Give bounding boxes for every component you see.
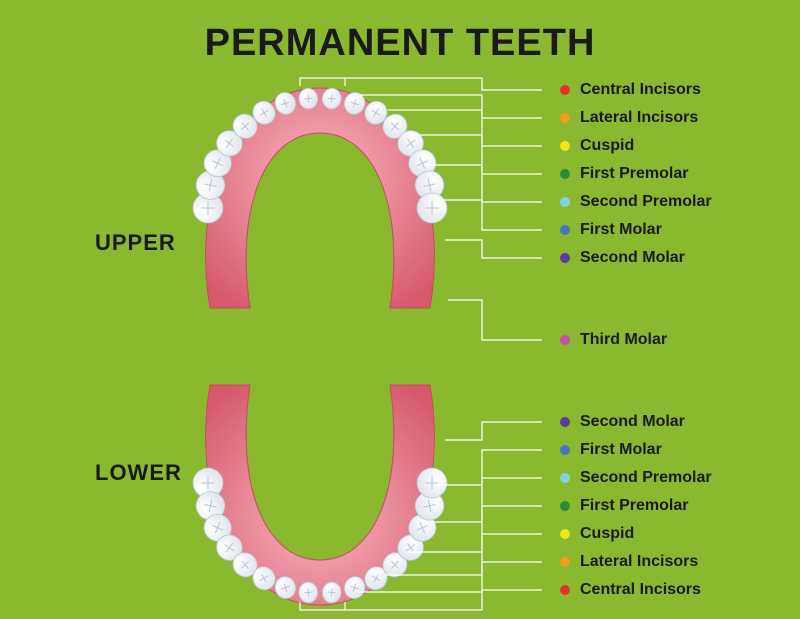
legend-item-lower-second-premolar: Second Premolar <box>560 469 712 487</box>
upper-jaw <box>180 78 460 338</box>
legend-label: Second Molar <box>580 413 685 431</box>
legend-item-lower-second-molar: Second Molar <box>560 413 685 431</box>
legend-dot <box>560 473 570 483</box>
legend-dot <box>560 141 570 151</box>
legend-dot <box>560 197 570 207</box>
legend-item-lower-cuspid: Cuspid <box>560 525 634 543</box>
legend-dot <box>560 335 570 345</box>
legend-item-upper-cuspid: Cuspid <box>560 137 634 155</box>
legend-label: Second Premolar <box>580 193 712 211</box>
legend-dot <box>560 585 570 595</box>
legend-label: Third Molar <box>580 331 667 349</box>
legend-item-lower-first-premolar: First Premolar <box>560 497 688 515</box>
legend-label: First Premolar <box>580 165 688 183</box>
legend-dot <box>560 169 570 179</box>
lower-label: LOWER <box>95 460 182 486</box>
legend-item-upper-first-premolar: First Premolar <box>560 165 688 183</box>
legend-dot <box>560 445 570 455</box>
legend-label: Second Molar <box>580 249 685 267</box>
lower-jaw <box>180 365 460 615</box>
legend-label: Lateral Incisors <box>580 553 698 571</box>
legend-item-upper-first-molar: First Molar <box>560 221 662 239</box>
legend-label: First Molar <box>580 441 662 459</box>
legend-label: Lateral Incisors <box>580 109 698 127</box>
legend-item-upper-third-molar: Third Molar <box>560 331 667 349</box>
legend-dot <box>560 113 570 123</box>
legend-item-upper-second-molar: Second Molar <box>560 249 685 267</box>
upper-label: UPPER <box>95 230 176 256</box>
legend-item-lower-first-molar: First Molar <box>560 441 662 459</box>
legend-item-lower-central-incisors: Central Incisors <box>560 581 701 599</box>
legend-dot <box>560 85 570 95</box>
legend-item-upper-lateral-incisors: Lateral Incisors <box>560 109 698 127</box>
legend-dot <box>560 225 570 235</box>
legend-label: Cuspid <box>580 137 634 155</box>
legend-item-lower-lateral-incisors: Lateral Incisors <box>560 553 698 571</box>
legend-dot <box>560 557 570 567</box>
legend-dot <box>560 253 570 263</box>
legend-label: Cuspid <box>580 525 634 543</box>
page-title: PERMANENT TEETH <box>205 22 596 65</box>
legend-item-upper-second-premolar: Second Premolar <box>560 193 712 211</box>
legend-label: Central Incisors <box>580 81 701 99</box>
legend-label: Second Premolar <box>580 469 712 487</box>
legend-label: First Molar <box>580 221 662 239</box>
legend-label: First Premolar <box>580 497 688 515</box>
legend-dot <box>560 417 570 427</box>
legend-dot <box>560 529 570 539</box>
legend-item-upper-central-incisors: Central Incisors <box>560 81 701 99</box>
legend-dot <box>560 501 570 511</box>
legend-label: Central Incisors <box>580 581 701 599</box>
